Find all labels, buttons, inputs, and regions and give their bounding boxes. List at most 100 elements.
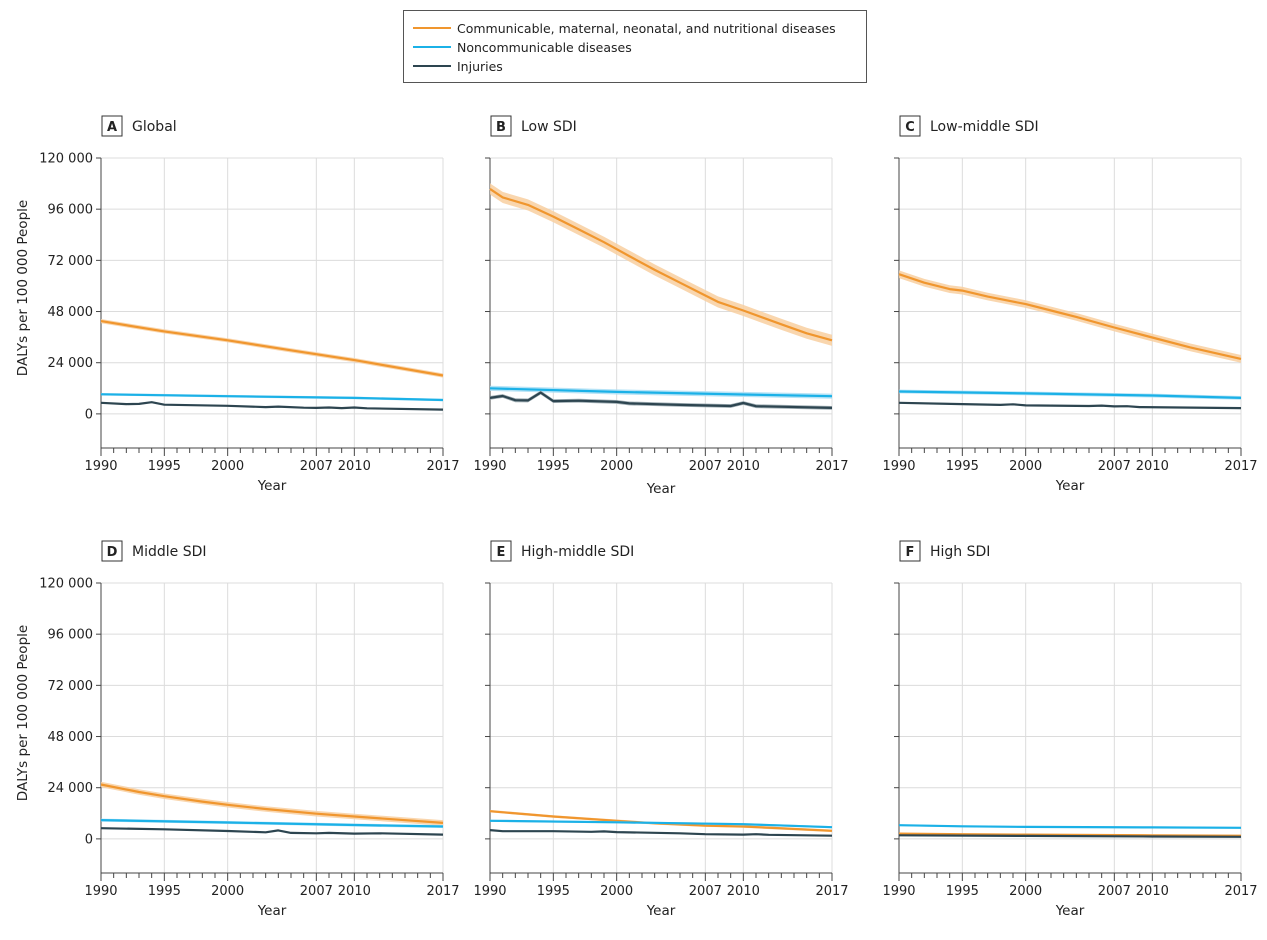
panel-d-letter: D [107,545,118,560]
panel-c-xtick-label-2000: 2000 [1009,459,1042,474]
legend-swatch-ncd [413,46,451,48]
panel-b-xtick-label-2017: 2017 [815,459,848,474]
panel-b-line-cmnn [489,187,833,342]
panel-a-xtick-label-1990: 1990 [84,459,117,474]
panel-e-xtick-label-2010: 2010 [727,884,760,899]
panel-d-ytick-label-24000: 24 000 [48,781,94,796]
legend-item-ncd: Noncommunicable diseases [413,38,632,56]
panel-c-xtick-label-2010: 2010 [1136,459,1169,474]
panel-d-ytick-label-48000: 48 000 [48,730,94,745]
panel-a-xtick-label-2007: 2007 [300,459,333,474]
panel-d: D Middle SDI 0 24 000 48 000 72 000 96 000 120 … [15,540,460,919]
panel-a-xtick-label-2017: 2017 [426,459,459,474]
panel-a-ytick-label-24000: 24 000 [48,356,94,371]
panel-a-ytick-label-48000: 48 000 [48,305,94,320]
panel-a-letter: A [107,120,117,135]
panel-b-xtick-label-2010: 2010 [727,459,760,474]
panel-d-xtick-label-1990: 1990 [84,884,117,899]
panel-a-ytick-label-0: 0 [85,407,93,422]
panel-c-line-cmnn [898,273,1242,360]
panel-d-x-label: Year [257,903,287,919]
panel-c-letter: C [905,120,915,135]
panel-d-ytick-label-96000: 96 000 [48,628,94,643]
panel-d-title: Middle SDI [132,544,207,560]
panel-e-xtick-label-2017: 2017 [815,884,848,899]
legend-swatch-cmnn [413,27,451,29]
panel-d-xtick-label-1995: 1995 [148,884,181,899]
panel-a-xtick-label-1995: 1995 [148,459,181,474]
panel-c-xtick-label-2017: 2017 [1224,459,1257,474]
panel-d-ytick-label-0: 0 [85,832,93,847]
legend: Communicable, maternal, neonatal, and nu… [403,10,867,83]
panel-e-x-label: Year [646,903,676,919]
panel-f-letter: F [906,545,915,560]
panel-f-xtick-label-1995: 1995 [946,884,979,899]
panel-d-ytick-label-72000: 72 000 [48,679,94,694]
panel-d-xtick-label-2010: 2010 [338,884,371,899]
panel-d-ytick-label-120000: 120 000 [39,577,93,592]
panel-b: B Low SDI 1990 1995 2000 2007 2010 2017 Year [473,115,849,497]
legend-item-injuries: Injuries [413,57,503,75]
panel-d-line-ncd [100,819,444,828]
panel-b-x-label: Year [646,481,676,497]
panel-f-letter-box [899,540,921,562]
panel-a-line-cmnn [100,320,444,377]
panel-b-letter-box [490,115,512,137]
panel-c-xtick-label-1990: 1990 [882,459,915,474]
panel-a-letter-box [101,115,123,137]
panel-b-xtick-label-2000: 2000 [600,459,633,474]
panel-b-band-inj [490,390,832,410]
panel-a-ytick-label-120000: 120 000 [39,152,93,167]
legend-swatch-injuries [413,65,451,67]
legend-label-cmnn: Communicable, maternal, neonatal, and nu… [457,20,836,36]
panel-c: C Low-middle SDI 1990 1995 2000 2007 2010 2017 Y… [882,115,1258,494]
panel-a: A Global 0 24 000 48 000 72 000 96 000 120 000 1… [15,115,460,494]
panel-f-line-inj [898,834,1242,838]
panel-c-line-inj [898,401,1242,410]
panel-e: E High-middle SDI 1990 1995 2000 2007 2010 2017… [473,540,849,919]
panel-e-xtick-label-2000: 2000 [600,884,633,899]
legend-label-injuries: Injuries [457,58,503,74]
panel-c-band-cmnn [899,270,1241,363]
panel-e-title: High-middle SDI [521,544,634,560]
panel-e-letter-box [490,540,512,562]
panel-f-x-label: Year [1055,903,1085,919]
panel-c-title: Low-middle SDI [930,119,1039,135]
panel-e-line-inj [489,829,833,837]
panel-f-title: High SDI [930,544,990,560]
panel-a-ytick-label-96000: 96 000 [48,203,94,218]
panel-b-band-cmnn [490,183,832,346]
panel-a-line-ncd [100,393,444,402]
panel-d-line-inj [100,827,444,836]
panel-b-letter: B [496,120,506,135]
panel-d-letter-box [101,540,123,562]
panel-a-xtick-label-2010: 2010 [338,459,371,474]
panel-f: F High SDI 1990 1995 2000 2007 2010 2017 Year [882,540,1258,919]
panel-d-line-cmnn [100,783,444,824]
panel-d-xtick-label-2017: 2017 [426,884,459,899]
panel-b-xtick-label-1995: 1995 [537,459,570,474]
legend-item-cmnn: Communicable, maternal, neonatal, and nu… [413,19,836,37]
panel-e-xtick-label-1990: 1990 [473,884,506,899]
panel-b-xtick-label-1990: 1990 [473,459,506,474]
panel-f-line-cmnn [898,832,1242,837]
panel-b-line-ncd [489,387,833,398]
panel-e-xtick-label-2007: 2007 [689,884,722,899]
panel-e-line-ncd [489,819,833,829]
panel-b-title: Low SDI [521,119,577,135]
panel-c-xtick-label-1995: 1995 [946,459,979,474]
panel-e-xtick-label-1995: 1995 [537,884,570,899]
panel-e-letter: E [497,545,506,560]
panel-b-xtick-label-2007: 2007 [689,459,722,474]
panel-f-xtick-label-2017: 2017 [1224,884,1257,899]
panel-a-ytick-label-72000: 72 000 [48,254,94,269]
panel-a-line-inj [100,401,444,411]
panel-a-xtick-label-2000: 2000 [211,459,244,474]
panel-d-y-label: DALYs per 100 000 People [15,625,31,801]
panel-d-band-cmnn [101,781,443,826]
panel-b-line-inj [489,391,833,409]
panel-f-xtick-label-2010: 2010 [1136,884,1169,899]
panel-f-xtick-label-2007: 2007 [1098,884,1131,899]
panel-c-x-label: Year [1055,478,1085,494]
